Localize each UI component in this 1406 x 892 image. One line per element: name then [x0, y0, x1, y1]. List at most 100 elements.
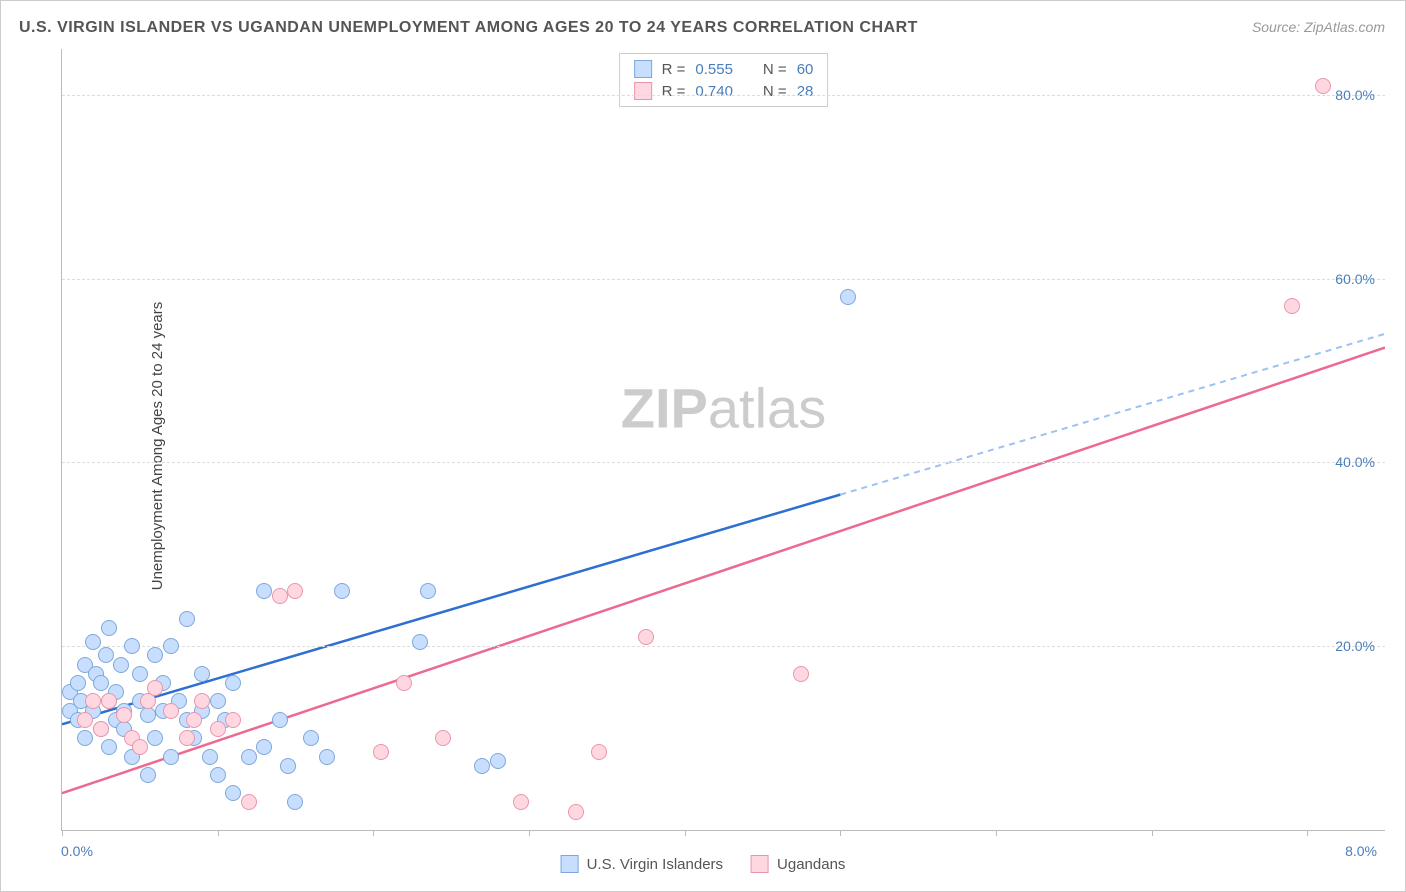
- data-point: [591, 744, 607, 760]
- data-point: [101, 620, 117, 636]
- x-tick: [996, 830, 997, 836]
- data-point: [77, 712, 93, 728]
- data-point: [1284, 298, 1300, 314]
- data-point: [140, 707, 156, 723]
- data-point: [241, 749, 257, 765]
- data-point: [793, 666, 809, 682]
- data-point: [116, 707, 132, 723]
- n-value-a: 60: [797, 61, 814, 78]
- data-point: [210, 693, 226, 709]
- data-point: [124, 638, 140, 654]
- source-credit: Source: ZipAtlas.com: [1252, 19, 1385, 35]
- data-point: [256, 739, 272, 755]
- correlation-row: R = 0.555 N = 60: [634, 58, 814, 80]
- data-point: [163, 638, 179, 654]
- data-point: [287, 583, 303, 599]
- data-point: [85, 634, 101, 650]
- x-tick-label: 0.0%: [61, 843, 93, 859]
- data-point: [225, 712, 241, 728]
- data-point: [420, 583, 436, 599]
- r-label: R =: [662, 61, 686, 78]
- data-point: [210, 721, 226, 737]
- data-point: [256, 583, 272, 599]
- data-point: [101, 739, 117, 755]
- swatch-series-b: [634, 82, 652, 100]
- x-tick: [529, 830, 530, 836]
- x-tick: [685, 830, 686, 836]
- watermark-bold: ZIP: [621, 377, 708, 440]
- r-value-b: 0.740: [695, 83, 733, 100]
- data-point: [568, 804, 584, 820]
- data-point: [101, 693, 117, 709]
- correlation-legend: R = 0.555 N = 60 R = 0.740 N = 28: [619, 53, 829, 107]
- data-point: [113, 657, 129, 673]
- n-value-b: 28: [797, 83, 814, 100]
- x-tick: [218, 830, 219, 836]
- data-point: [147, 730, 163, 746]
- data-point: [77, 730, 93, 746]
- x-tick: [373, 830, 374, 836]
- data-point: [225, 785, 241, 801]
- correlation-row: R = 0.740 N = 28: [634, 80, 814, 102]
- gridline: [62, 462, 1385, 463]
- gridline: [62, 646, 1385, 647]
- n-label: N =: [763, 61, 787, 78]
- data-point: [319, 749, 335, 765]
- data-point: [225, 675, 241, 691]
- data-point: [85, 693, 101, 709]
- data-point: [194, 666, 210, 682]
- legend-item: Ugandans: [751, 855, 845, 873]
- data-point: [1315, 78, 1331, 94]
- data-point: [98, 647, 114, 663]
- y-tick-label: 60.0%: [1335, 271, 1375, 287]
- data-point: [93, 675, 109, 691]
- data-point: [303, 730, 319, 746]
- data-point: [241, 794, 257, 810]
- data-point: [373, 744, 389, 760]
- data-point: [163, 703, 179, 719]
- plot-area: ZIPatlas R = 0.555 N = 60 R = 0.740 N = …: [61, 49, 1385, 831]
- data-point: [840, 289, 856, 305]
- data-point: [179, 730, 195, 746]
- x-tick: [1307, 830, 1308, 836]
- data-point: [396, 675, 412, 691]
- data-point: [132, 666, 148, 682]
- trend-lines: [62, 49, 1385, 830]
- data-point: [194, 693, 210, 709]
- x-tick-label: 8.0%: [1345, 843, 1377, 859]
- data-point: [163, 749, 179, 765]
- data-point: [272, 712, 288, 728]
- legend-label-b: Ugandans: [777, 856, 845, 873]
- data-point: [93, 721, 109, 737]
- y-tick-label: 80.0%: [1335, 87, 1375, 103]
- data-point: [132, 739, 148, 755]
- data-point: [70, 675, 86, 691]
- series-legend: U.S. Virgin Islanders Ugandans: [561, 855, 846, 873]
- data-point: [412, 634, 428, 650]
- x-tick: [1152, 830, 1153, 836]
- data-point: [435, 730, 451, 746]
- x-tick: [840, 830, 841, 836]
- data-point: [474, 758, 490, 774]
- data-point: [272, 588, 288, 604]
- chart-container: U.S. VIRGIN ISLANDER VS UGANDAN UNEMPLOY…: [0, 0, 1406, 892]
- data-point: [287, 794, 303, 810]
- watermark-thin: atlas: [708, 377, 826, 440]
- y-tick-label: 40.0%: [1335, 454, 1375, 470]
- watermark: ZIPatlas: [621, 376, 826, 441]
- swatch-series-b: [751, 855, 769, 873]
- y-tick-label: 20.0%: [1335, 638, 1375, 654]
- swatch-series-a: [561, 855, 579, 873]
- gridline: [62, 279, 1385, 280]
- data-point: [147, 647, 163, 663]
- n-label: N =: [763, 83, 787, 100]
- legend-item: U.S. Virgin Islanders: [561, 855, 723, 873]
- r-value-a: 0.555: [695, 61, 733, 78]
- data-point: [638, 629, 654, 645]
- legend-label-a: U.S. Virgin Islanders: [587, 856, 723, 873]
- data-point: [147, 680, 163, 696]
- data-point: [490, 753, 506, 769]
- data-point: [334, 583, 350, 599]
- data-point: [140, 693, 156, 709]
- data-point: [179, 611, 195, 627]
